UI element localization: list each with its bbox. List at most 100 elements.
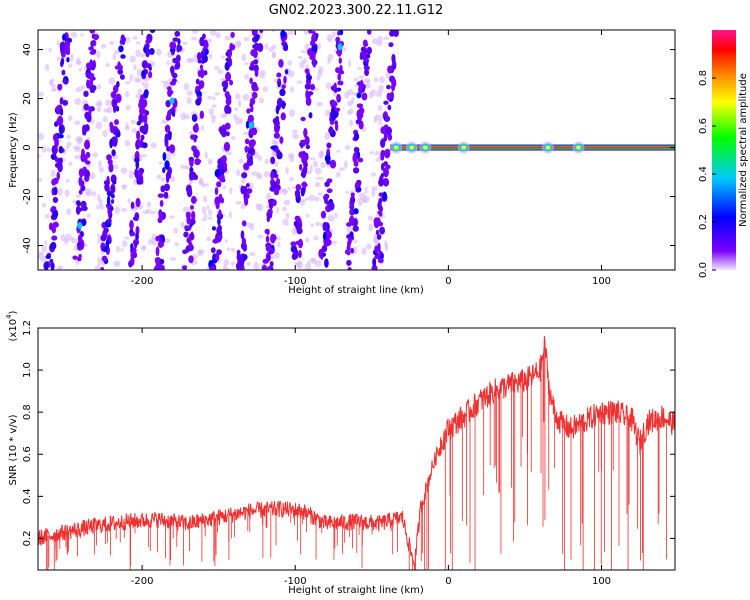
spectrogram-stripe-blob <box>210 247 216 254</box>
spectrogram-haze <box>91 190 97 197</box>
spectrogram-haze <box>92 152 98 158</box>
spectrogram-haze <box>285 212 290 219</box>
spectrogram-stripe-blob <box>333 82 337 90</box>
spectrogram-stripe-blob <box>385 115 390 122</box>
spectrogram-haze <box>224 239 228 243</box>
spectrogram-haze <box>366 79 370 86</box>
spectrogram-stripe-blob <box>58 125 63 135</box>
spectrogram-haze <box>325 82 332 90</box>
spectrogram-stripe-blob <box>387 65 393 74</box>
snr-ylabel: SNR (10 * v/v) <box>8 414 19 485</box>
spectrogram-haze <box>204 151 209 159</box>
spectrogram-haze <box>180 112 187 121</box>
spectrogram-stripe-blob <box>267 265 274 270</box>
spectrogram-stripe-blob <box>174 30 181 37</box>
spectrogram-stripe-blob <box>361 92 368 101</box>
spectrogram-stripe-blob <box>144 42 150 49</box>
spectrogram-haze <box>288 70 295 78</box>
spectrogram-stripe-blob <box>130 201 135 209</box>
spectrogram-haze <box>182 206 190 214</box>
spectrogram-stripe-blob <box>223 86 227 93</box>
spectrogram-haze <box>282 218 289 226</box>
spectrogram-haze <box>243 74 250 80</box>
spectrogram-haze <box>156 174 161 180</box>
spectrogram-stripe-blob <box>113 100 117 105</box>
spectrogram-haze <box>309 157 316 161</box>
snr-scale-suffix: ) <box>8 310 19 314</box>
spectrogram-stripe-blob <box>224 104 231 115</box>
spectrogram-stripe-blob <box>60 52 66 58</box>
spectrogram-haze <box>125 122 129 129</box>
spectrogram-haze <box>83 243 88 248</box>
spectrogram-stripe-blob <box>290 241 297 247</box>
spectrogram-haze <box>135 49 141 57</box>
snr-frame <box>37 327 676 571</box>
spectrogram-stripe-blob <box>191 210 196 221</box>
colorbar-gradient <box>712 30 736 270</box>
spectrogram-stripe-blob <box>103 179 111 186</box>
spectrogram-haze <box>46 147 51 153</box>
spectrogram-haze <box>211 117 216 124</box>
spectrogram-haze <box>324 132 331 140</box>
spectrogram-haze <box>316 101 323 107</box>
spectrogram-stripe-blob <box>195 85 202 91</box>
spectrogram-haze <box>348 108 354 115</box>
spectrogram-haze <box>41 202 47 208</box>
spectrogram-stripe-blob <box>242 253 248 261</box>
spectrogram-haze <box>166 60 170 66</box>
spectrogram-haze <box>98 166 104 173</box>
spectrogram-stripe-blob <box>80 200 87 209</box>
spectrogram-haze <box>120 247 124 252</box>
spectrogram-haze <box>292 133 299 140</box>
spectrogram-stripe-blob <box>138 101 143 109</box>
spectrogram-stripe-blob <box>76 241 83 248</box>
spectrogram-haze <box>314 260 322 268</box>
spectrogram-stripe-blob <box>300 187 305 197</box>
spectrogram-stripe-blob <box>295 184 302 191</box>
spectrogram-stripe-blob <box>135 232 139 241</box>
spectrogram-haze <box>203 183 210 187</box>
spectrogram-stripe-blob <box>84 141 88 148</box>
spectrogram-stripe-blob <box>376 233 382 240</box>
snr-y-tick-label: 0.2 <box>22 530 33 546</box>
spectrogram-stripe-blob <box>78 189 83 195</box>
spectrogram-stripe-blob <box>105 239 110 250</box>
spectrogram-haze <box>96 99 103 108</box>
spectrogram-haze <box>97 261 101 268</box>
colorbar-ticks: 0.0 0.2 0.4 0.6 0.8 <box>698 70 716 278</box>
spectrogram-stripe-blob <box>277 78 281 83</box>
spectrogram-haze <box>251 171 258 176</box>
spectrogram-stripe-blob <box>244 196 249 206</box>
snr-y-tick-label: 1.2 <box>22 320 33 336</box>
spectrogram-stripe-blob <box>140 94 144 103</box>
spectrogram-haze <box>258 72 266 79</box>
spectrogram-stripe-blob <box>230 44 236 51</box>
spectrogram-haze <box>228 211 233 219</box>
snr-scale-note: (x104) <box>5 310 19 341</box>
spectrogram-stripe-blob <box>364 69 370 77</box>
spectrogram-haze <box>297 55 303 60</box>
spectrogram-marks <box>38 30 675 270</box>
snr-y-ticks: 0.2 0.4 0.6 0.8 1.0 1.2 <box>22 320 675 546</box>
spectrogram-haze <box>113 49 121 55</box>
spectrogram-stripe-blob <box>149 30 156 34</box>
spectrogram-haze <box>290 86 295 93</box>
spectrogram-stripe-blob <box>326 142 332 149</box>
spectrogram-haze <box>344 160 348 169</box>
spectrogram-stripe-blob <box>252 49 258 59</box>
spectrogram-stripe-blob <box>52 196 59 203</box>
spectrogram-haze <box>287 187 291 191</box>
spectrogram-haze <box>158 161 163 165</box>
spectrogram-stripe-blob <box>249 139 256 147</box>
spectrogram-stripe-blob <box>64 40 71 49</box>
spectrogram-haze <box>96 194 101 202</box>
spectrogram-haze <box>191 36 198 41</box>
spectrogram-stripe-blob <box>353 208 359 215</box>
spectrogram-stripe-blob <box>100 266 105 270</box>
spectrogram-haze <box>243 36 250 42</box>
spectrogram-stripe-blob <box>212 238 219 244</box>
spectrogram-stripe-blob <box>115 105 120 112</box>
spectrogram-stripe-blob <box>56 117 63 126</box>
spectrogram-stripe-blob <box>106 218 112 224</box>
